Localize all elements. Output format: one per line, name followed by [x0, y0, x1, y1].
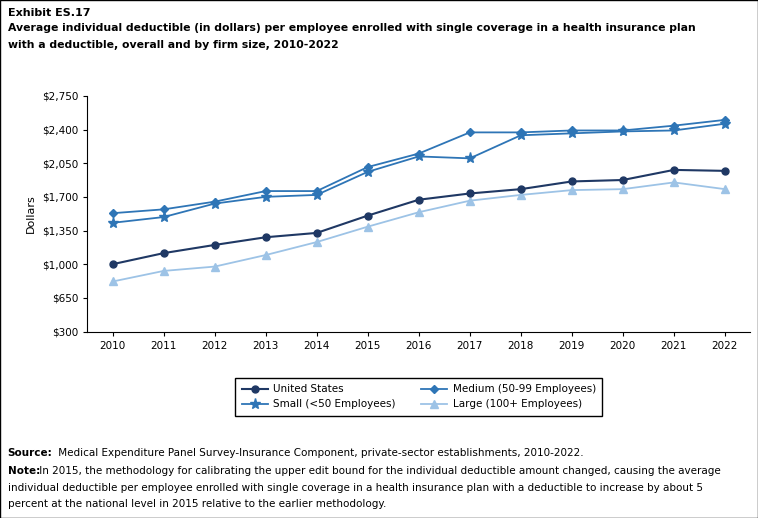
Y-axis label: Dollars: Dollars	[27, 194, 36, 233]
Text: percent at the national level in 2015 relative to the earlier methodology.: percent at the national level in 2015 re…	[8, 499, 386, 509]
Text: Source:: Source:	[8, 448, 52, 458]
Text: Medical Expenditure Panel Survey-Insurance Component, private-sector establishme: Medical Expenditure Panel Survey-Insuran…	[55, 448, 583, 458]
Text: In 2015, the methodology for calibrating the upper edit bound for the individual: In 2015, the methodology for calibrating…	[36, 466, 721, 476]
Text: Note:: Note:	[8, 466, 40, 476]
Text: Exhibit ES.17: Exhibit ES.17	[8, 8, 90, 18]
Text: Average individual deductible (in dollars) per employee enrolled with single cov: Average individual deductible (in dollar…	[8, 23, 695, 33]
Legend: United States, Small (<50 Employees), Medium (50-99 Employees), Large (100+ Empl: United States, Small (<50 Employees), Me…	[236, 378, 602, 415]
Text: with a deductible, overall and by firm size, 2010-2022: with a deductible, overall and by firm s…	[8, 40, 338, 50]
Text: individual deductible per employee enrolled with single coverage in a health ins: individual deductible per employee enrol…	[8, 483, 703, 493]
